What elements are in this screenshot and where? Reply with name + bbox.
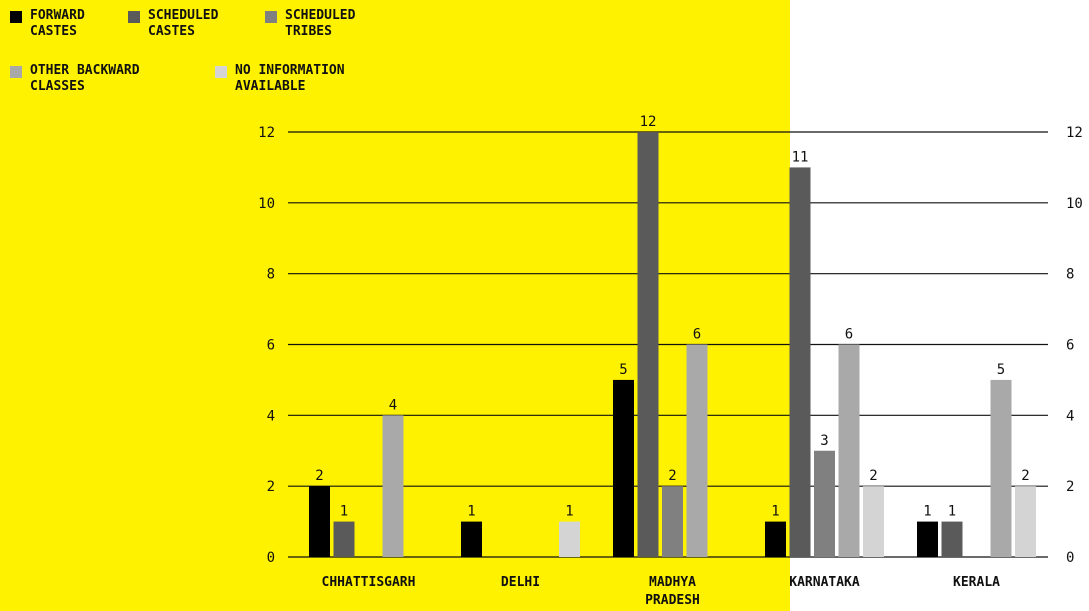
bar-value-label-3-1: 11	[792, 149, 809, 165]
bar-value-label-0-0: 2	[315, 468, 323, 484]
bar-value-label-3-2: 3	[820, 433, 828, 449]
bar-4-4	[1015, 486, 1036, 557]
bar-3-2	[814, 450, 835, 557]
bar-value-label-2-3: 6	[693, 327, 701, 343]
bar-2-1	[637, 132, 659, 557]
x-category-label-4: KERALA	[953, 575, 1000, 590]
x-category-label-1: DELHI	[501, 575, 540, 590]
bar-value-label-3-0: 1	[771, 504, 779, 520]
legend-swatch-scheduled-castes	[128, 11, 140, 23]
y-tick-label-left-6: 6	[267, 338, 275, 354]
bar-2-2	[662, 486, 683, 557]
y-tick-label-left-12: 12	[258, 125, 275, 141]
bar-4-3	[990, 379, 1012, 557]
legend-item-forward-castes: FORWARD CASTES	[10, 8, 85, 40]
bar-value-label-1-0: 1	[467, 504, 475, 520]
bar-0-0	[309, 486, 330, 557]
legend-label-other-backward-classes: OTHER BACKWARD CLASSES	[30, 63, 140, 94]
bar-4-0	[917, 521, 938, 557]
legend-item-no-information-available: NO INFORMATION AVAILABLE	[215, 63, 345, 95]
legend-label-no-information-available: NO INFORMATION AVAILABLE	[235, 63, 345, 94]
legend-label-scheduled-castes: SCHEDULED CASTES	[148, 8, 219, 39]
y-tick-label-left-0: 0	[267, 550, 275, 566]
y-tick-label-right-2: 2	[1066, 479, 1074, 495]
bar-value-label-3-4: 2	[869, 468, 877, 484]
legend-swatch-other-backward-classes	[10, 66, 22, 78]
chart-legend: FORWARD CASTES SCHEDULED CASTES SCHEDULE…	[0, 0, 420, 110]
bar-value-label-2-0: 5	[619, 362, 627, 378]
bar-value-label-0-1: 1	[340, 504, 348, 520]
y-tick-label-left-10: 10	[258, 196, 275, 212]
bar-value-label-4-4: 2	[1021, 468, 1029, 484]
bar-value-label-2-2: 2	[668, 468, 676, 484]
bar-3-3	[838, 344, 860, 557]
bar-3-0	[765, 521, 786, 557]
bar-3-4	[863, 486, 884, 557]
legend-label-scheduled-tribes: SCHEDULED TRIBES	[285, 8, 356, 39]
legend-swatch-no-information-available	[215, 66, 227, 78]
legend-label-forward-castes: FORWARD CASTES	[30, 8, 85, 39]
legend-item-scheduled-tribes: SCHEDULED TRIBES	[265, 8, 355, 40]
y-tick-label-right-4: 4	[1066, 408, 1074, 424]
legend-swatch-scheduled-tribes	[265, 11, 277, 23]
x-category-label-2: MADHYA PRADESH	[645, 575, 700, 608]
bar-0-1	[333, 521, 355, 557]
y-tick-label-left-8: 8	[267, 267, 275, 283]
bar-value-label-4-0: 1	[923, 504, 931, 520]
bar-value-label-0-3: 4	[389, 397, 397, 413]
y-tick-label-right-8: 8	[1066, 267, 1074, 283]
y-tick-label-left-2: 2	[267, 479, 275, 495]
bar-1-4	[559, 521, 580, 557]
y-tick-label-right-0: 0	[1066, 550, 1074, 566]
y-tick-label-right-10: 10	[1066, 196, 1083, 212]
legend-item-scheduled-castes: SCHEDULED CASTES	[128, 8, 218, 40]
y-tick-label-left-4: 4	[267, 408, 275, 424]
bar-4-1	[941, 521, 963, 557]
bar-2-3	[686, 344, 708, 557]
y-tick-label-right-6: 6	[1066, 338, 1074, 354]
bar-value-label-4-3: 5	[997, 362, 1005, 378]
x-category-label-0: CHHATTISGARH	[322, 575, 416, 590]
legend-item-other-backward-classes: OTHER BACKWARD CLASSES	[10, 63, 140, 95]
bar-value-label-3-3: 6	[845, 327, 853, 343]
bar-value-label-4-1: 1	[948, 504, 956, 520]
bar-0-3	[382, 415, 404, 557]
bar-value-label-1-4: 1	[565, 504, 573, 520]
bar-2-0	[613, 379, 634, 557]
bar-3-1	[789, 167, 811, 557]
y-tick-label-right-12: 12	[1066, 125, 1083, 141]
bar-1-0	[461, 521, 482, 557]
bar-value-label-2-1: 12	[640, 114, 657, 130]
legend-swatch-forward-castes	[10, 11, 22, 23]
x-category-label-3: KARNATAKA	[789, 575, 860, 590]
